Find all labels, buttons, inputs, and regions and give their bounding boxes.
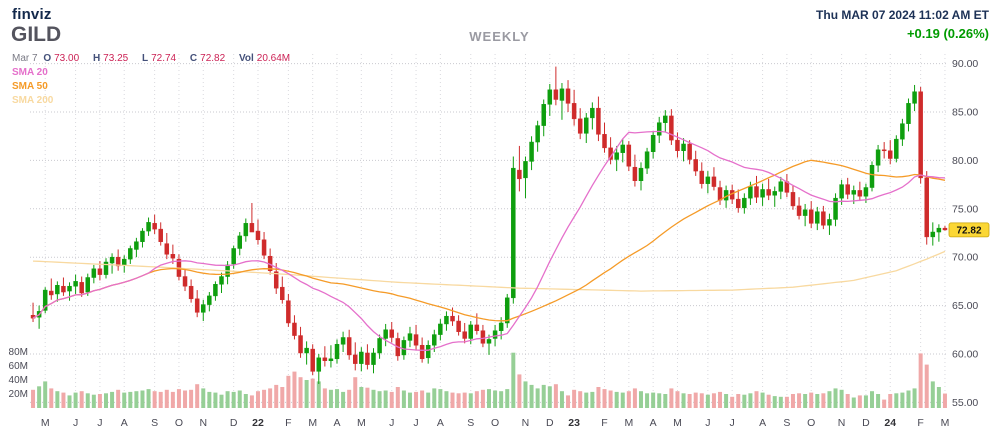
- svg-text:40M: 40M: [9, 375, 28, 386]
- svg-text:O: O: [807, 417, 815, 429]
- svg-text:M: M: [357, 417, 366, 429]
- svg-text:D: D: [230, 417, 238, 429]
- sma200-line: [32, 250, 946, 292]
- svg-text:85.00: 85.00: [952, 107, 978, 119]
- low-label: L: [141, 53, 149, 64]
- sma-lines-layer: [32, 130, 946, 351]
- svg-text:A: A: [334, 417, 341, 429]
- svg-text:J: J: [97, 417, 102, 429]
- svg-text:M: M: [941, 417, 950, 429]
- svg-text:M: M: [308, 417, 317, 429]
- ohlc-date: Mar 7: [12, 53, 38, 64]
- svg-text:J: J: [413, 417, 418, 429]
- sma50-line: [32, 159, 946, 322]
- svg-text:75.00: 75.00: [952, 203, 978, 215]
- svg-text:M: M: [41, 417, 50, 429]
- svg-text:O: O: [491, 417, 499, 429]
- svg-text:70.00: 70.00: [952, 252, 978, 264]
- axis-labels-layer: 90.00 85.00 80.00 75.00 70.00 65.00 60.00 55.00…: [9, 58, 979, 429]
- sma50-legend: SMA 50: [12, 81, 48, 92]
- svg-text:65.00: 65.00: [952, 300, 978, 312]
- price-change: +0.19 (0.26%): [906, 26, 989, 41]
- svg-text:60M: 60M: [9, 361, 28, 372]
- svg-text:A: A: [759, 417, 766, 429]
- svg-text:A: A: [121, 417, 128, 429]
- open-label: O: [43, 53, 52, 64]
- svg-text:M: M: [624, 417, 633, 429]
- svg-text:D: D: [862, 417, 870, 429]
- svg-text:A: A: [437, 417, 444, 429]
- svg-text:20M: 20M: [9, 389, 28, 400]
- grid-layer: [30, 54, 948, 408]
- candles-layer: [30, 66, 948, 384]
- close-value: 72.82: [200, 53, 226, 64]
- price-chart: 90.00 85.00 80.00 75.00 70.00 65.00 60.00 55.00…: [9, 54, 990, 429]
- svg-text:O: O: [175, 417, 183, 429]
- svg-text:24: 24: [884, 417, 896, 429]
- svg-text:F: F: [917, 417, 923, 429]
- svg-text:80M: 80M: [9, 347, 28, 358]
- svg-text:22: 22: [252, 417, 264, 429]
- svg-text:J: J: [389, 417, 394, 429]
- timeframe-label: WEEKLY: [469, 29, 530, 44]
- volume-bars-layer: [31, 352, 947, 408]
- open-value: 73.00: [54, 53, 80, 64]
- quote-datetime: Thu MAR 07 2024 11:02 AM ET: [816, 8, 989, 22]
- svg-text:60.00: 60.00: [952, 348, 978, 360]
- svg-text:80.00: 80.00: [952, 155, 978, 167]
- svg-text:J: J: [730, 417, 735, 429]
- svg-text:55.00: 55.00: [952, 397, 978, 409]
- svg-text:S: S: [467, 417, 474, 429]
- sma20-legend: SMA 20: [12, 67, 48, 78]
- svg-text:N: N: [199, 417, 207, 429]
- finviz-logo[interactable]: finviz: [12, 6, 52, 23]
- svg-text:N: N: [838, 417, 846, 429]
- svg-text:N: N: [522, 417, 530, 429]
- volume-value: 20.64M: [256, 53, 291, 64]
- svg-text:F: F: [601, 417, 607, 429]
- svg-text:S: S: [783, 417, 790, 429]
- sma200-legend: SMA 200: [12, 95, 54, 106]
- volume-label: Vol: [238, 53, 254, 64]
- svg-text:M: M: [673, 417, 682, 429]
- ohlc-row: Mar 7 O 73.00 H 73.25 L 72.74 C 72.82 Vol 20.…: [12, 52, 301, 66]
- low-value: 72.74: [151, 53, 177, 64]
- svg-text:D: D: [546, 417, 554, 429]
- close-label: C: [189, 53, 198, 64]
- chart-legend: Mar 7 O 73.00 H 73.25 L 72.74 C 72.82 Vol 20.…: [12, 52, 301, 108]
- svg-text:90.00: 90.00: [952, 58, 978, 70]
- svg-text:F: F: [285, 417, 291, 429]
- sma20-line: [32, 130, 946, 351]
- svg-text:J: J: [705, 417, 710, 429]
- ticker-symbol: GILD: [11, 23, 62, 46]
- svg-text:23: 23: [568, 417, 580, 429]
- svg-text:S: S: [151, 417, 158, 429]
- svg-text:J: J: [73, 417, 78, 429]
- svg-text:72.82: 72.82: [956, 226, 981, 237]
- last-price-badge: 72.82: [948, 222, 990, 238]
- svg-text:A: A: [650, 417, 657, 429]
- high-label: H: [92, 53, 101, 64]
- high-value: 73.25: [103, 53, 129, 64]
